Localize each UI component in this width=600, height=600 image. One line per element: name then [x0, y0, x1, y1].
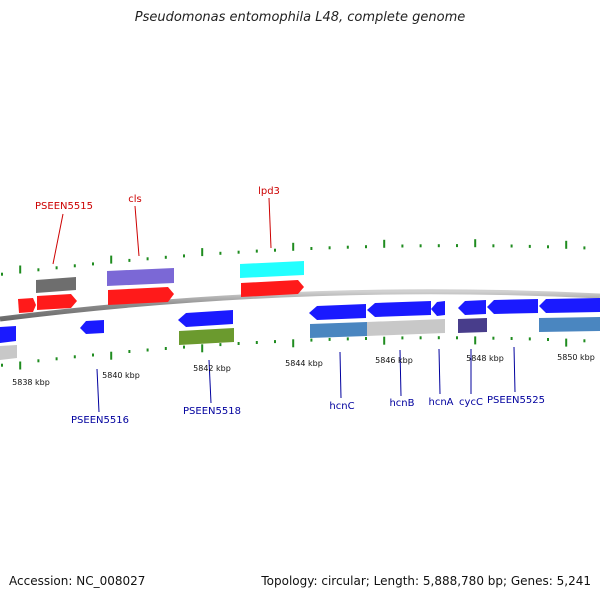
- tick-marks-top: [1, 239, 586, 276]
- gene-box[interactable]: [179, 328, 234, 345]
- scale-label: 5838 kbp: [12, 378, 50, 387]
- gene-box[interactable]: [310, 322, 367, 338]
- gene-arrow[interactable]: [309, 304, 366, 320]
- gene-box[interactable]: [539, 317, 600, 332]
- scale-label: 5840 kbp: [102, 371, 140, 380]
- scale-label: 5850 kbp: [557, 353, 595, 362]
- gene-arrow[interactable]: [241, 280, 304, 297]
- gene-arrow[interactable]: [80, 320, 104, 334]
- gene-box[interactable]: [240, 261, 304, 278]
- gene-label-hcnb[interactable]: hcnB: [389, 398, 414, 409]
- gene-arrow[interactable]: [0, 326, 16, 343]
- gene-box[interactable]: [458, 318, 487, 333]
- gene-box[interactable]: [36, 277, 76, 293]
- gene-label-pseen5518[interactable]: PSEEN5518: [183, 406, 241, 417]
- accession-text: Accession: NC_008027: [9, 574, 146, 588]
- gene-labels: PSEEN5515 cls lpd3 PSEEN5516 PSEEN5518 h…: [35, 186, 545, 426]
- gene-arrow[interactable]: [18, 298, 36, 313]
- gene-label-pseen5516[interactable]: PSEEN5516: [71, 415, 129, 426]
- tick-marks-bottom: [1, 336, 586, 370]
- gene-box[interactable]: [107, 268, 174, 286]
- gene-label-pseen5515[interactable]: PSEEN5515: [35, 201, 93, 212]
- gene-arrow[interactable]: [487, 299, 538, 314]
- gene-arrow[interactable]: [37, 294, 77, 310]
- gene-arrow[interactable]: [458, 300, 486, 315]
- gene-box[interactable]: [0, 345, 17, 360]
- diagram-title: Pseudomonas entomophila L48, complete ge…: [134, 10, 466, 25]
- gene-label-hcnc[interactable]: hcnC: [329, 401, 354, 412]
- gene-arrow[interactable]: [367, 301, 431, 317]
- gene-track-bottom-lower: [0, 317, 600, 360]
- scale-labels: 5838 kbp 5840 kbp 5842 kbp 5844 kbp 5846…: [12, 353, 595, 387]
- label-leader-lines: [52, 197, 516, 413]
- gene-arrow[interactable]: [178, 310, 233, 327]
- gene-track-top-lower: [18, 280, 304, 313]
- genome-backbone: [0, 289, 600, 322]
- gene-label-lpd3[interactable]: lpd3: [258, 186, 280, 197]
- gene-label-cycc[interactable]: cycC: [459, 397, 483, 408]
- gene-arrow[interactable]: [539, 298, 600, 313]
- gene-arrow[interactable]: [431, 301, 445, 316]
- scale-label: 5842 kbp: [193, 364, 231, 373]
- gene-track-bottom-upper: [0, 298, 600, 343]
- gene-track-top-upper: [36, 261, 304, 293]
- gene-arrow[interactable]: [108, 287, 174, 305]
- scale-label: 5848 kbp: [466, 354, 504, 363]
- gene-label-pseen5525[interactable]: PSEEN5525: [487, 395, 545, 406]
- gene-label-cls[interactable]: cls: [128, 194, 142, 205]
- scale-label: 5846 kbp: [375, 356, 413, 365]
- genome-summary-text: Topology: circular; Length: 5,888,780 bp…: [261, 574, 591, 588]
- gene-box[interactable]: [367, 319, 445, 336]
- gene-label-hcna[interactable]: hcnA: [428, 397, 453, 408]
- scale-label: 5844 kbp: [285, 359, 323, 368]
